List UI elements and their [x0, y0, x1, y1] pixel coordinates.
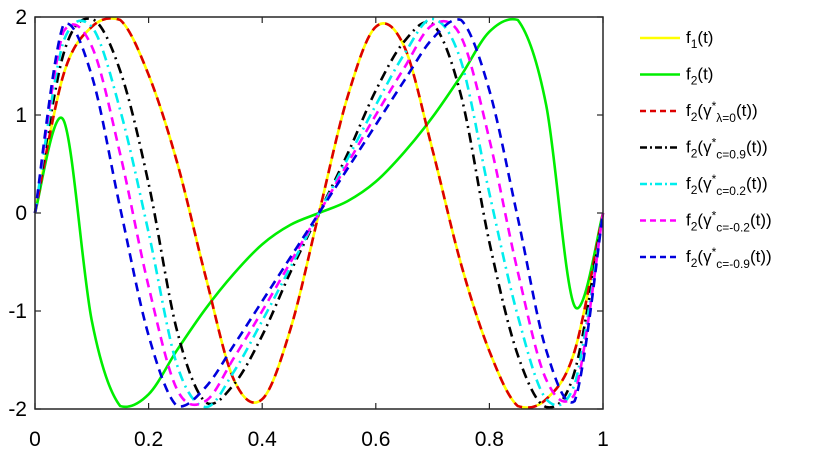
legend-label-6: f2(γ*c=-0.2(t)) — [686, 209, 772, 235]
series-line-6 — [33, 19, 605, 407]
legend-label-1: f1(t) — [686, 28, 713, 51]
legend-label-3: f2(γ*λ=0(t)) — [686, 99, 758, 125]
x-tick-label: 0.4 — [248, 428, 278, 451]
x-tick-label: 1 — [597, 428, 609, 451]
x-tick-label: 0.2 — [134, 428, 163, 451]
axis-ticks: 0 0.2 0.4 0.6 0.8 1 -2 -1 0 1 2 — [8, 6, 609, 451]
y-tick-label: -1 — [8, 300, 27, 323]
legend-label-2: f2(t) — [686, 65, 713, 88]
legend-label-4: f2(γ*c=0.9(t)) — [686, 136, 768, 162]
y-tick-label: 0 — [15, 202, 27, 225]
series-line-7 — [33, 18, 605, 408]
legend-label-7: f2(γ*c=-0.9(t)) — [686, 245, 772, 271]
plot-lines — [33, 17, 605, 409]
legend: f1(t) f2(t) f2(γ*λ=0(t)) f2(γ*c=0.9(t)) f2(γ… — [640, 28, 772, 271]
series-line-5 — [33, 17, 605, 409]
x-tick-label: 0 — [29, 428, 41, 451]
y-tick-label: 2 — [15, 6, 27, 29]
y-tick-label: -2 — [8, 398, 27, 421]
y-tick-label: 1 — [15, 104, 27, 127]
legend-label-5: f2(γ*c=0.2(t)) — [686, 172, 768, 198]
x-tick-label: 0.8 — [475, 428, 504, 451]
x-tick-label: 0.6 — [361, 428, 390, 451]
